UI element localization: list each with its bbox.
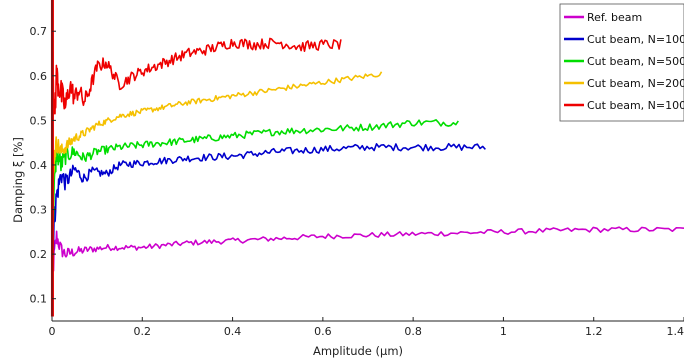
legend: Ref. beam Cut beam, N=1000N Cut beam, N=50… bbox=[559, 3, 684, 122]
x-tick-label: 0 bbox=[49, 325, 56, 338]
x-tick-label: 0.8 bbox=[404, 325, 422, 338]
y-axis-label: Damping ξ [%] bbox=[11, 137, 25, 223]
x-tick-label: 1 bbox=[500, 325, 507, 338]
y-tick-label: 0.5 bbox=[30, 114, 48, 127]
series-line-3 bbox=[51, 71, 383, 221]
y-tick-label: 0.4 bbox=[30, 159, 48, 172]
x-tick-label: 1.4 bbox=[667, 325, 684, 338]
legend-entry: Cut beam, N=500N bbox=[587, 55, 684, 68]
legend-entry: Cut beam, N=200N bbox=[587, 77, 684, 90]
series-line-0 bbox=[51, 226, 684, 290]
y-tick-label: 0.2 bbox=[30, 248, 48, 261]
x-axis-label: Amplitude (µm) bbox=[313, 344, 403, 358]
series-line-2 bbox=[51, 119, 459, 259]
y-tick-label: 0.7 bbox=[30, 25, 48, 38]
legend-box bbox=[559, 3, 684, 122]
legend-entry: Cut beam, N=1000N bbox=[587, 33, 684, 46]
x-tick-label: 0.6 bbox=[314, 325, 332, 338]
y-tick-label: 0.6 bbox=[30, 70, 48, 83]
legend-entry: Ref. beam bbox=[587, 11, 642, 24]
series-line-4 bbox=[51, 0, 342, 115]
y-tick-label: 0.1 bbox=[30, 293, 48, 306]
x-tick-label: 0.4 bbox=[224, 325, 242, 338]
series-line-1 bbox=[51, 142, 486, 286]
y-tick-label: 0.3 bbox=[30, 204, 48, 217]
legend-entry: Cut beam, N=100N bbox=[587, 99, 684, 112]
x-tick-label: 0.2 bbox=[134, 325, 152, 338]
x-tick-label: 1.2 bbox=[585, 325, 603, 338]
x-ticks: 0 0.2 0.4 0.6 0.8 1 1.2 1.4 bbox=[49, 317, 684, 338]
y-ticks: 0.1 0.2 0.3 0.4 0.5 0.6 0.7 bbox=[30, 25, 56, 306]
axes bbox=[51, 0, 684, 322]
